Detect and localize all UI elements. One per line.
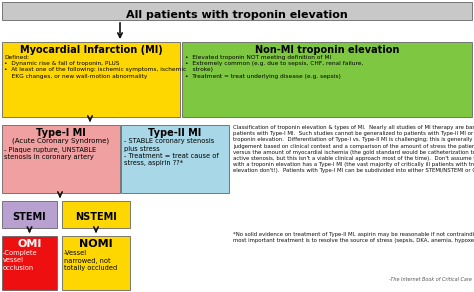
Text: Defined:
•  Dynamic rise & fall of troponin, PLUS
•  At least one of the followi: Defined: • Dynamic rise & fall of tropon…	[4, 55, 186, 79]
Text: Type-I MI: Type-I MI	[36, 128, 86, 138]
Text: NSTEMI: NSTEMI	[75, 213, 117, 223]
Bar	[2, 2, 472, 20]
Bar	[2, 125, 120, 193]
Bar	[2, 42, 180, 117]
Text: STEMI: STEMI	[13, 213, 46, 223]
Text: OMI: OMI	[18, 239, 42, 249]
Text: All patients with troponin elevation: All patients with troponin elevation	[126, 10, 348, 20]
Text: Non-MI troponin elevation: Non-MI troponin elevation	[255, 45, 399, 55]
Text: -Complete
vessel
occlusion: -Complete vessel occlusion	[3, 250, 37, 271]
Text: NOMI: NOMI	[79, 239, 113, 249]
Bar	[121, 125, 229, 193]
Bar	[2, 201, 57, 228]
Bar	[182, 42, 472, 117]
Text: -Vessel
narrowed, not
totally occluded: -Vessel narrowed, not totally occluded	[64, 250, 117, 271]
Bar	[62, 236, 130, 290]
Text: *No solid evidence on treatment of Type-II MI, aspirin may be reasonable if not : *No solid evidence on treatment of Type-…	[233, 232, 474, 243]
Text: (Acute Coronary Syndrome): (Acute Coronary Syndrome)	[12, 137, 109, 143]
Text: Type-II MI: Type-II MI	[148, 128, 201, 138]
Text: -The Internet Book of Critical Care: -The Internet Book of Critical Care	[389, 277, 472, 282]
Text: - Plaque rupture, UNSTABLE
stenosis in coronary artery: - Plaque rupture, UNSTABLE stenosis in c…	[4, 147, 96, 161]
Bar	[62, 201, 130, 228]
Text: Myocardial Infarction (MI): Myocardial Infarction (MI)	[19, 45, 163, 55]
Text: Classification of troponin elevation & types of MI.  Nearly all studies of MI th: Classification of troponin elevation & t…	[233, 125, 474, 173]
Bar	[2, 236, 57, 290]
Text: - STABLE coronary stenosis
plus stress
- Treatment = treat cause of
stress, aspi: - STABLE coronary stenosis plus stress -…	[124, 138, 219, 166]
Text: •  Elevated troponin NOT meeting definition of MI
•  Extremely common (e.g. due : • Elevated troponin NOT meeting definiti…	[185, 55, 364, 79]
